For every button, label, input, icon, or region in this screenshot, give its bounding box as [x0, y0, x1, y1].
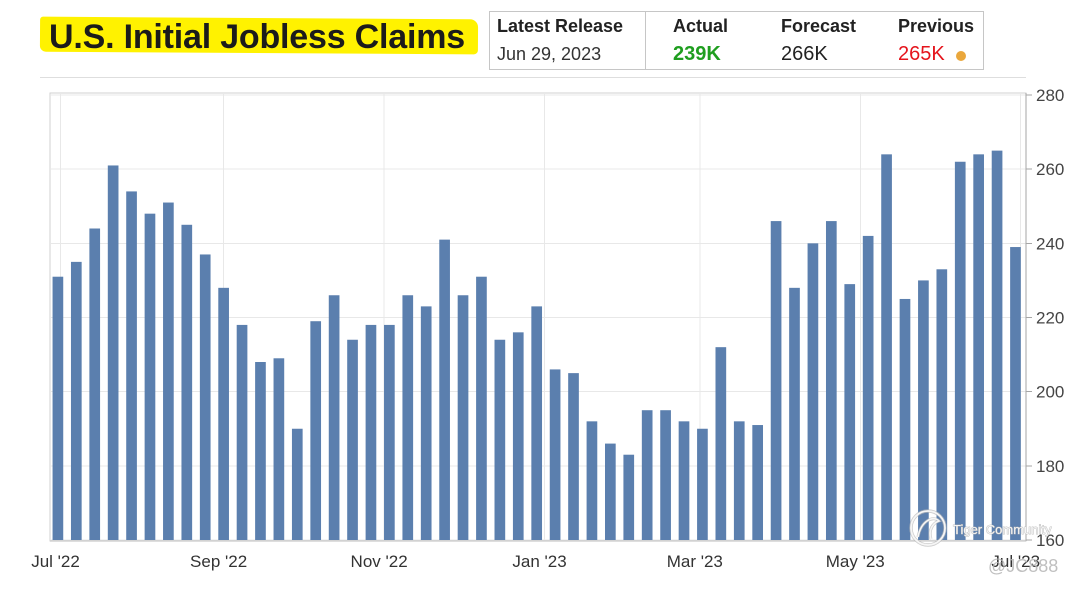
bar: [586, 421, 598, 540]
bar: [954, 161, 966, 540]
bar: [568, 373, 579, 540]
axes: 160 180 200 220 240 260 280 Jul '22 Sep '22 Nov '…: [31, 86, 1064, 571]
bar: [641, 410, 653, 540]
bar: [660, 410, 671, 540]
x-tick-label: Sep '22: [190, 552, 247, 571]
release-table: Latest Release Jun 29, 2023 Actual 239K …: [489, 11, 984, 70]
y-tick-label: 200: [1036, 383, 1064, 402]
bar: [881, 154, 892, 541]
forecast-value: 266K: [781, 43, 828, 65]
bar: [89, 228, 101, 540]
bar: [899, 298, 911, 540]
bar: [107, 165, 119, 541]
watermark-brand: Tiger Community: [953, 522, 1052, 537]
bar: [476, 276, 487, 540]
bar: [789, 287, 800, 540]
bar: [1010, 247, 1021, 540]
page-title: U.S. Initial Jobless Claims: [49, 18, 465, 56]
bar: [70, 261, 82, 540]
bar: [52, 276, 64, 540]
x-tick-label: Jan '23: [512, 552, 566, 571]
y-tick-label: 260: [1036, 160, 1064, 179]
y-tick-label: 280: [1036, 86, 1064, 105]
latest-release-date: Jun 29, 2023: [497, 44, 602, 64]
watermark-handle: @JC888: [988, 556, 1058, 576]
bar: [697, 428, 708, 540]
previous-indicator-dot: [956, 51, 966, 61]
bar: [991, 150, 1003, 540]
latest-release-label: Latest Release: [497, 16, 624, 36]
bar: [936, 269, 948, 540]
bar: [218, 287, 229, 540]
y-tick-label: 180: [1036, 457, 1064, 476]
bars: [52, 150, 1021, 541]
x-tick-label: Mar '23: [667, 552, 723, 571]
bar: [973, 154, 984, 541]
bar: [126, 191, 137, 540]
y-tick-label: 220: [1036, 309, 1064, 328]
bar: [770, 221, 782, 541]
bar: [255, 362, 266, 540]
bar: [457, 295, 469, 540]
bar: [512, 332, 524, 540]
bar: [420, 306, 432, 540]
bar: [439, 239, 450, 540]
x-tick-label: May '23: [826, 552, 885, 571]
bar: [163, 202, 174, 540]
bar: [144, 213, 156, 540]
bar: [862, 235, 874, 540]
bar: [384, 324, 395, 540]
bar: [623, 454, 635, 540]
bar: [494, 339, 506, 540]
tiger-community-logo-icon: [909, 509, 947, 547]
bar: [291, 428, 303, 540]
y-tick-label: 240: [1036, 234, 1064, 253]
bar: [531, 306, 543, 540]
bar: [605, 443, 616, 540]
previous-value: 265K: [898, 43, 945, 65]
header-separator: [40, 77, 1026, 78]
bar: [825, 221, 837, 541]
bar: [310, 321, 322, 540]
previous-label: Previous: [898, 16, 975, 36]
bar: [199, 254, 211, 541]
bar: [365, 324, 377, 540]
bar: [678, 421, 690, 540]
bar: [236, 324, 248, 540]
bar: [733, 421, 745, 540]
x-tick-label: Jul '22: [31, 552, 80, 571]
bar: [807, 243, 819, 541]
actual-value: 239K: [673, 43, 721, 65]
bar: [273, 358, 285, 540]
x-tick-label: Jul '23: [991, 552, 1040, 571]
forecast-label: Forecast: [781, 16, 857, 36]
y-tick-label: 160: [1036, 531, 1064, 550]
bar: [918, 280, 929, 540]
bar: [347, 339, 358, 540]
x-tick-label: Nov '22: [351, 552, 408, 571]
bar: [844, 284, 856, 540]
actual-label: Actual: [673, 16, 729, 36]
bar: [715, 347, 727, 540]
release-divider: [645, 12, 646, 69]
bar: [181, 224, 193, 540]
bar: [402, 295, 414, 540]
bar: [549, 369, 561, 540]
title-block: U.S. Initial Jobless Claims: [38, 14, 482, 56]
watermark: Tiger Community @JC888: [909, 509, 1058, 576]
bar: [752, 425, 764, 540]
bar: [328, 295, 340, 540]
